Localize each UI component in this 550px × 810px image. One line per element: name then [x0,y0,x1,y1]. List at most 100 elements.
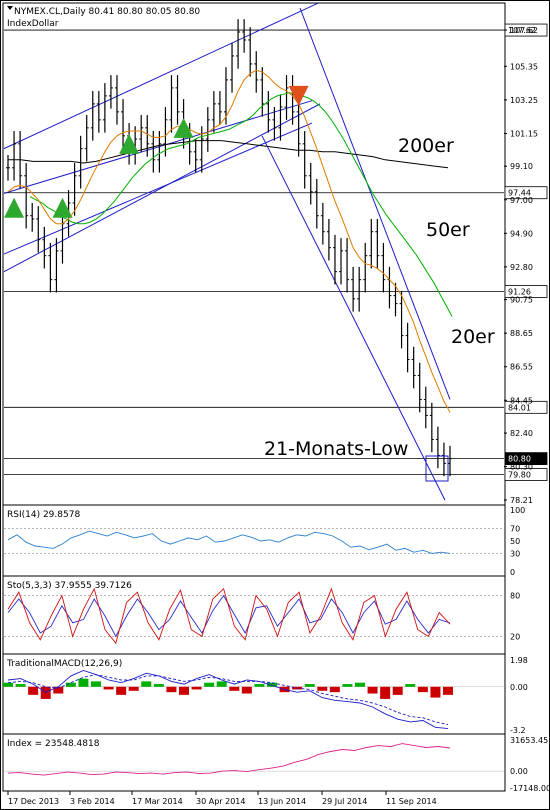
macd-histogram-bar [191,686,202,690]
stochastic-axis-tick: 20 [510,632,520,641]
trend-channels [3,2,451,501]
price-level-label: 97.44 [508,189,531,198]
index-axis-tick: 31653.45 [510,736,548,745]
collapse-triangle-icon[interactable] [7,6,13,10]
date-axis: 17 Dec 2013 3 Feb 2014 17 Mar 2014 30 Apr 2… [7,791,437,806]
macd-axis-tick: 0.00 [510,683,528,692]
macd-histogram-bar [116,686,127,695]
price-axis-tick: 103.25 [510,96,538,105]
rsi-panel-frame [2,504,506,577]
macd-histogram-bar [128,686,139,691]
price-axis-tick: 92.80 [510,263,533,272]
rsi-axis-tick: 50 [510,537,520,546]
date-axis-label: 30 Apr 2014 [196,797,245,806]
stochastic-axis: 80 20 [510,592,520,642]
macd-title: TraditionalMACD(12,26,9) [6,659,122,669]
macd-histogram-bar [317,686,328,691]
down-channel-upper-line [299,7,451,400]
macd-signal-line [7,674,449,726]
date-axis-label: 3 Feb 2014 [70,797,115,806]
stochastic-plot [4,587,504,645]
price-axis-tick: 101.15 [510,129,538,138]
rsi-axis-tick: 100 [510,506,525,515]
macd-histogram-bar [40,686,51,699]
price-axis-tick: 86.55 [510,363,533,372]
buy-arrow-icon [119,133,140,154]
macd-histogram-bar [417,686,428,693]
stochastic-title: Sto(5,3,3) 37.9555 39.7126 [7,581,132,591]
stochastic-main-line [7,587,451,645]
price-level-lines: 107.62 97.44 91.26 84.01 80.80 79.80 [4,23,548,481]
macd-histogram-bar [179,686,189,695]
index-line [7,743,451,776]
annotation-20er: 20er [451,326,495,348]
macd-histogram-bar [229,686,240,691]
annotation-21-monats-low: 21-Monats-Low [264,438,408,460]
buy-arrow-icon [52,197,73,218]
price-level-label: 79.80 [508,471,531,480]
stochastic-panel: 80 20 Sto(5,3,3) 37.9555 39.7126 [2,575,520,655]
price-level-tag [504,468,548,481]
price-axis-tick: 94.90 [510,229,533,238]
moving-averages [7,69,453,413]
macd-histogram-bar [153,684,164,687]
stochastic-axis-tick: 80 [510,592,520,601]
macd-histogram-bar [405,684,416,687]
macd-histogram-bar [392,686,403,695]
macd-histogram-bar [355,682,365,687]
sell-arrow-icon [288,85,309,106]
macd-histogram-bar [78,678,89,687]
macd-histogram-bar [430,686,441,698]
low-box [425,455,449,482]
channel-mid-2-line [3,122,313,255]
buy-arrow-icon [4,197,25,218]
buy-arrow-icon [173,117,194,138]
macd-histogram-bar [166,686,177,693]
price-level-label: 107.62 [508,26,536,35]
price-level-label: 84.01 [508,403,531,412]
macd-axis-tick: -3.2 [510,726,526,735]
index-axis: 31653.45 0.00 -17148.00 [510,736,550,793]
macd-line [7,670,449,730]
channel-upper-1-line [3,2,319,150]
ma200-line [8,140,449,169]
macd-histogram-bar [141,681,152,687]
rsi-axis-tick: 0 [510,568,515,577]
signal-arrows [4,85,309,218]
index-plot [4,743,504,776]
macd-axis: 1.98 0.00 -3.2 [510,656,528,735]
macd-histogram-bar [380,686,391,699]
price-axis-tick: 84.45 [510,396,533,405]
rsi-line [7,530,451,554]
price-axis-tick: 90.75 [510,296,533,305]
rsi-axis: 100 70 50 30 0 [510,506,525,577]
price-axis: 107.62 105.35 103.25 101.15 99.10 97.00 94.90 9… [504,26,538,505]
date-axis-label: 11 Sep 2014 [386,797,437,806]
index-title: Index = 23548.4818 [7,739,100,749]
rsi-panel: 100 70 50 30 0 RSI(14) 29.8578 [2,504,525,577]
index-axis-tick: -17148.00 [510,784,550,793]
date-axis-label: 29 Jul 2014 [322,797,367,806]
macd-axis-tick: 1.98 [510,656,528,665]
price-level-label: 91.26 [508,287,531,296]
macd-histogram-bar [91,681,101,687]
macd-histogram-bar [204,682,215,687]
price-level-tag [504,400,548,414]
price-axis-tick: 99.10 [510,162,533,171]
channel-upper-2-line [3,100,313,194]
price-axis-tick: 88.65 [510,329,533,338]
price-level-tag [504,452,548,466]
index-panel: 31653.45 0.00 -17148.00 Index = 23548.4818 [2,733,550,793]
price-axis-tick: 78.21 [510,496,533,505]
macd-panel: 1.98 0.00 -3.2 TraditionalMACD(12,26,9) [2,653,528,735]
macd-histogram-bar [15,684,26,687]
annotation-50er: 50er [426,219,470,241]
macd-histogram-bar [329,686,340,693]
index-panel-frame [2,733,506,792]
macd-histogram-bar [216,681,227,687]
ma20-line [7,69,451,413]
rsi-axis-tick: 70 [510,525,520,534]
stochastic-signal-line [7,594,451,638]
ma50-line [29,92,453,317]
